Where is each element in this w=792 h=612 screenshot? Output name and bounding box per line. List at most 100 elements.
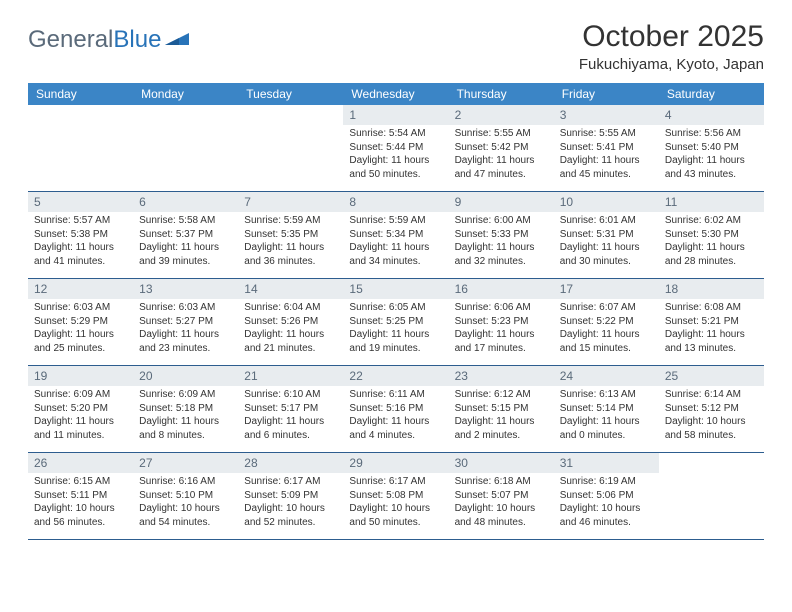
sunset-text: Sunset: 5:23 PM — [455, 315, 548, 329]
day-content: Sunrise: 5:56 AMSunset: 5:40 PMDaylight:… — [659, 127, 764, 185]
location-text: Fukuchiyama, Kyoto, Japan — [579, 56, 764, 73]
sunrise-text: Sunrise: 6:16 AM — [139, 475, 232, 489]
daylight-line1: Daylight: 11 hours — [139, 328, 232, 342]
daylight-line2: and 52 minutes. — [244, 516, 337, 530]
daylight-line2: and 43 minutes. — [665, 168, 758, 182]
daylight-line1: Daylight: 10 hours — [34, 502, 127, 516]
daylight-line1: Daylight: 11 hours — [244, 241, 337, 255]
day-content: Sunrise: 5:59 AMSunset: 5:35 PMDaylight:… — [238, 214, 343, 272]
daylight-line1: Daylight: 11 hours — [455, 415, 548, 429]
month-title: October 2025 — [579, 20, 764, 54]
empty-day-cell: . — [238, 105, 343, 191]
daylight-line2: and 19 minutes. — [349, 342, 442, 356]
day-cell: 20Sunrise: 6:09 AMSunset: 5:18 PMDayligh… — [133, 366, 238, 452]
day-content: Sunrise: 6:10 AMSunset: 5:17 PMDaylight:… — [238, 388, 343, 446]
day-cell: 27Sunrise: 6:16 AMSunset: 5:10 PMDayligh… — [133, 453, 238, 539]
day-number: 12 — [28, 279, 133, 299]
day-number: 20 — [133, 366, 238, 386]
sunrise-text: Sunrise: 5:59 AM — [349, 214, 442, 228]
sunset-text: Sunset: 5:21 PM — [665, 315, 758, 329]
weekday-cell: Friday — [554, 83, 659, 105]
weekday-cell: Saturday — [659, 83, 764, 105]
daylight-line2: and 34 minutes. — [349, 255, 442, 269]
sunrise-text: Sunrise: 6:12 AM — [455, 388, 548, 402]
day-number: 11 — [659, 192, 764, 212]
day-content: Sunrise: 6:03 AMSunset: 5:29 PMDaylight:… — [28, 301, 133, 359]
day-number: 31 — [554, 453, 659, 473]
day-content: Sunrise: 6:17 AMSunset: 5:09 PMDaylight:… — [238, 475, 343, 533]
daylight-line1: Daylight: 11 hours — [560, 328, 653, 342]
day-cell: 3Sunrise: 5:55 AMSunset: 5:41 PMDaylight… — [554, 105, 659, 191]
daylight-line1: Daylight: 10 hours — [455, 502, 548, 516]
week-row: 12Sunrise: 6:03 AMSunset: 5:29 PMDayligh… — [28, 279, 764, 366]
day-content: Sunrise: 6:16 AMSunset: 5:10 PMDaylight:… — [133, 475, 238, 533]
day-cell: 30Sunrise: 6:18 AMSunset: 5:07 PMDayligh… — [449, 453, 554, 539]
sunset-text: Sunset: 5:37 PM — [139, 228, 232, 242]
daylight-line1: Daylight: 11 hours — [665, 328, 758, 342]
day-cell: 31Sunrise: 6:19 AMSunset: 5:06 PMDayligh… — [554, 453, 659, 539]
day-cell: 26Sunrise: 6:15 AMSunset: 5:11 PMDayligh… — [28, 453, 133, 539]
daylight-line1: Daylight: 11 hours — [455, 154, 548, 168]
sunrise-text: Sunrise: 6:11 AM — [349, 388, 442, 402]
day-content: Sunrise: 6:01 AMSunset: 5:31 PMDaylight:… — [554, 214, 659, 272]
day-number: 14 — [238, 279, 343, 299]
day-content: Sunrise: 6:18 AMSunset: 5:07 PMDaylight:… — [449, 475, 554, 533]
day-cell: 8Sunrise: 5:59 AMSunset: 5:34 PMDaylight… — [343, 192, 448, 278]
sunrise-text: Sunrise: 5:57 AM — [34, 214, 127, 228]
sunset-text: Sunset: 5:38 PM — [34, 228, 127, 242]
daylight-line2: and 56 minutes. — [34, 516, 127, 530]
day-cell: 18 Sunrise: 6:08 AMSunset: 5:21 PMDayligh… — [659, 279, 764, 365]
sunset-text: Sunset: 5:34 PM — [349, 228, 442, 242]
day-cell: 13Sunrise: 6:03 AMSunset: 5:27 PMDayligh… — [133, 279, 238, 365]
sunset-text: Sunset: 5:44 PM — [349, 141, 442, 155]
sunrise-text: Sunrise: 6:14 AM — [665, 388, 758, 402]
sunrise-text: Sunrise: 5:56 AM — [665, 127, 758, 141]
day-number: 15 — [343, 279, 448, 299]
sunset-text: Sunset: 5:33 PM — [455, 228, 548, 242]
day-cell: 29Sunrise: 6:17 AMSunset: 5:08 PMDayligh… — [343, 453, 448, 539]
sunrise-text: Sunrise: 6:05 AM — [349, 301, 442, 315]
day-cell: 12Sunrise: 6:03 AMSunset: 5:29 PMDayligh… — [28, 279, 133, 365]
weekday-header-row: SundayMondayTuesdayWednesdayThursdayFrid… — [28, 83, 764, 105]
day-content: Sunrise: 6:00 AMSunset: 5:33 PMDaylight:… — [449, 214, 554, 272]
sunset-text: Sunset: 5:42 PM — [455, 141, 548, 155]
daylight-line1: Daylight: 11 hours — [560, 241, 653, 255]
day-cell: 6Sunrise: 5:58 AMSunset: 5:37 PMDaylight… — [133, 192, 238, 278]
day-number: 18 — [659, 279, 764, 299]
day-number: 6 — [133, 192, 238, 212]
daylight-line2: and 13 minutes. — [665, 342, 758, 356]
sunrise-text: Sunrise: 6:03 AM — [34, 301, 127, 315]
sunset-text: Sunset: 5:30 PM — [665, 228, 758, 242]
daylight-line2: and 50 minutes. — [349, 168, 442, 182]
daylight-line1: Daylight: 10 hours — [560, 502, 653, 516]
sunrise-text: Sunrise: 6:08 AM — [665, 301, 758, 315]
day-cell: 2Sunrise: 5:55 AMSunset: 5:42 PMDaylight… — [449, 105, 554, 191]
sunset-text: Sunset: 5:20 PM — [34, 402, 127, 416]
daylight-line1: Daylight: 11 hours — [665, 241, 758, 255]
day-number: 8 — [343, 192, 448, 212]
daylight-line1: Daylight: 11 hours — [349, 154, 442, 168]
daylight-line1: Daylight: 10 hours — [139, 502, 232, 516]
sunset-text: Sunset: 5:15 PM — [455, 402, 548, 416]
daylight-line2: and 4 minutes. — [349, 429, 442, 443]
sunset-text: Sunset: 5:25 PM — [349, 315, 442, 329]
daylight-line1: Daylight: 11 hours — [455, 241, 548, 255]
daylight-line1: Daylight: 11 hours — [244, 415, 337, 429]
day-cell: 10Sunrise: 6:01 AMSunset: 5:31 PMDayligh… — [554, 192, 659, 278]
title-block: October 2025 Fukuchiyama, Kyoto, Japan — [579, 20, 764, 73]
daylight-line2: and 48 minutes. — [455, 516, 548, 530]
day-content: Sunrise: 6:07 AMSunset: 5:22 PMDaylight:… — [554, 301, 659, 359]
daylight-line2: and 0 minutes. — [560, 429, 653, 443]
sunrise-text: Sunrise: 6:13 AM — [560, 388, 653, 402]
sunrise-text: Sunrise: 6:00 AM — [455, 214, 548, 228]
sunset-text: Sunset: 5:12 PM — [665, 402, 758, 416]
day-number: 7 — [238, 192, 343, 212]
day-content: Sunrise: 6:17 AMSunset: 5:08 PMDaylight:… — [343, 475, 448, 533]
sunrise-text: Sunrise: 6:19 AM — [560, 475, 653, 489]
daylight-line1: Daylight: 11 hours — [349, 415, 442, 429]
day-cell: 28Sunrise: 6:17 AMSunset: 5:09 PMDayligh… — [238, 453, 343, 539]
daylight-line2: and 41 minutes. — [34, 255, 127, 269]
day-content: Sunrise: 5:58 AMSunset: 5:37 PMDaylight:… — [133, 214, 238, 272]
sunset-text: Sunset: 5:27 PM — [139, 315, 232, 329]
daylight-line2: and 25 minutes. — [34, 342, 127, 356]
